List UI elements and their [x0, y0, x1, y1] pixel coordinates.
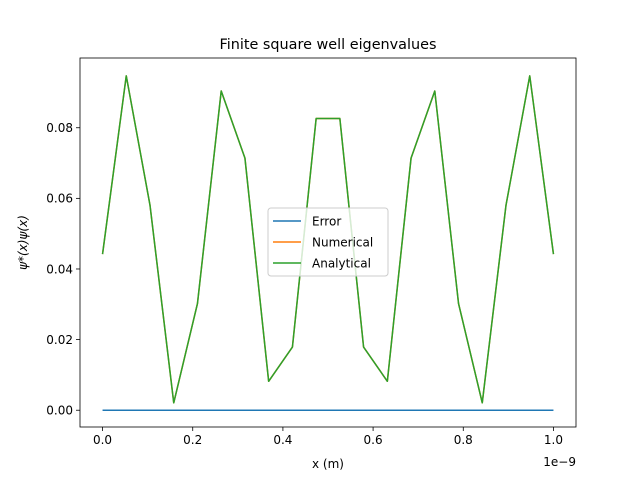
x-tick-label: 0.2	[183, 433, 202, 447]
plot-frame	[79, 57, 577, 428]
series-line-analytical	[101, 75, 555, 404]
y-tick-label: 0.02	[46, 333, 73, 347]
x-tick-label: 0.8	[454, 433, 473, 447]
legend-label-analytical: Analytical	[312, 256, 371, 270]
y-axis-label: ψ*(x)ψ(x)	[16, 215, 30, 270]
legend-label-numerical: Numerical	[312, 235, 373, 249]
y-axis-ticks: 0.00 0.02 0.04 0.06 0.08	[46, 121, 80, 418]
plot-lines	[101, 75, 555, 411]
x-tick-label: 0.6	[364, 433, 383, 447]
y-tick-label: 0.06	[46, 192, 73, 206]
y-tick-label: 0.08	[46, 121, 73, 135]
chart-title: Finite square well eigenvalues	[220, 37, 437, 53]
legend-box	[267, 207, 389, 277]
x-tick-label: 0.0	[93, 433, 112, 447]
x-tick-label: 0.4	[273, 433, 292, 447]
y-tick-label: 0.04	[46, 262, 73, 276]
x-axis-label: x (m)	[312, 457, 344, 471]
x-axis-offset-label: 1e−9	[543, 455, 576, 469]
x-axis-ticks: 0.0 0.2 0.4 0.6 0.8 1.0	[93, 427, 563, 447]
x-tick-label: 1.0	[544, 433, 563, 447]
legend-label-error: Error	[312, 214, 341, 228]
y-tick-label: 0.00	[46, 404, 73, 418]
legend: Error Numerical Analytical	[267, 207, 389, 277]
